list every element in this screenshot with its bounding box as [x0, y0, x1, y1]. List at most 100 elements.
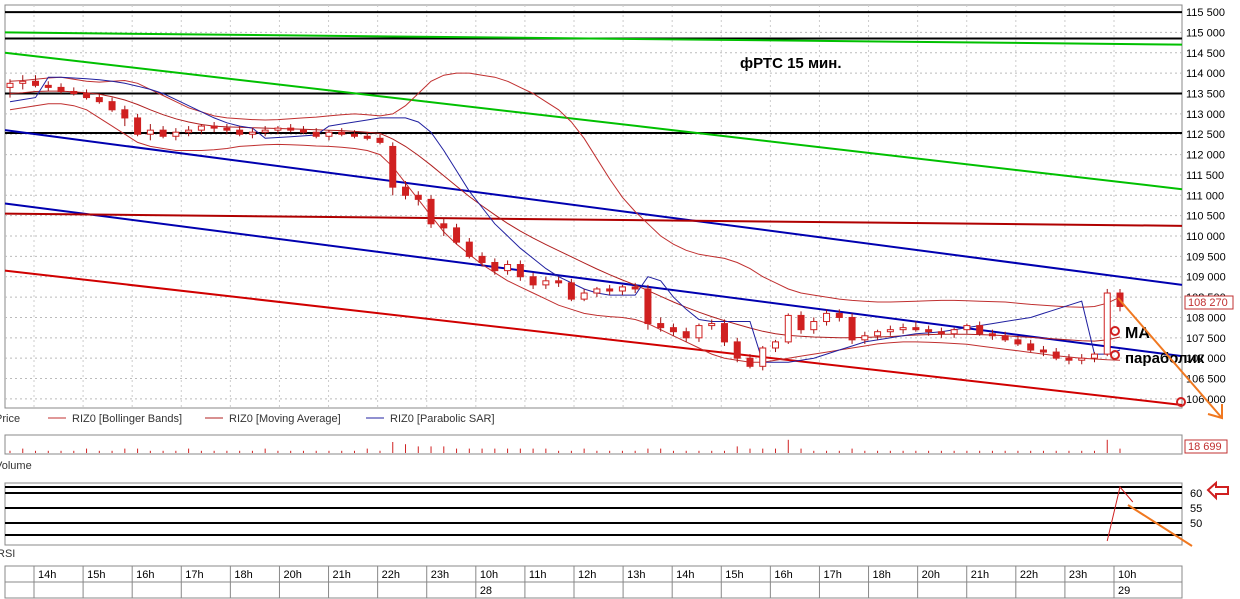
rsi-y-tick-label: 55 — [1190, 503, 1202, 515]
candle-body — [695, 325, 703, 339]
candle-body — [529, 276, 537, 286]
volume-value-label: 18 699 — [1188, 441, 1222, 453]
legend-price: Price — [0, 413, 20, 425]
x-tick-label: 10h — [480, 569, 498, 581]
volume-bars — [9, 439, 1121, 453]
x-tick-label: 18h — [234, 569, 252, 581]
x-tick-label: 17h — [185, 569, 203, 581]
candle-body — [236, 129, 244, 135]
candle-body — [1052, 351, 1060, 359]
candle-body — [542, 280, 550, 286]
bollinger-upper-band — [9, 72, 1121, 308]
x-tick-label: 23h — [431, 569, 449, 581]
candle-body — [223, 127, 231, 131]
volume-pane-frame — [4, 434, 1183, 455]
moving-average-line — [9, 90, 1121, 342]
candle-body — [108, 101, 116, 111]
candle-body — [427, 198, 435, 225]
price-y-tick-label: 111 000 — [1186, 190, 1224, 202]
price-y-tick-label: 113 500 — [1186, 89, 1225, 101]
parabolic-sar-line — [9, 76, 1121, 363]
x-tick-label: 21h — [971, 569, 989, 581]
candle-body — [134, 117, 142, 135]
x-tick-label: 16h — [136, 569, 154, 581]
trend-line — [4, 31, 1183, 46]
candle-body — [312, 131, 320, 137]
legend-parabolic-sar: RIZ0 [Parabolic SAR] — [390, 413, 495, 425]
candle-body — [937, 331, 945, 335]
price-y-tick-label: 112 500 — [1186, 129, 1225, 141]
annotation-ma: MA — [1125, 325, 1150, 342]
candle-body — [6, 82, 14, 88]
candle-body — [478, 255, 486, 263]
trend-lines — [4, 31, 1183, 406]
candle-body — [810, 321, 818, 331]
rsi-y-tick-label: 50 — [1190, 518, 1202, 530]
candle-body — [197, 125, 205, 131]
candle-body — [657, 323, 665, 329]
rsi-series — [1106, 485, 1134, 542]
candle-body — [733, 341, 741, 359]
candle-body — [682, 331, 690, 339]
x-tick-label: 14h — [676, 569, 694, 581]
candle-body — [669, 327, 677, 333]
candle-body — [1090, 353, 1098, 359]
rsi-arrow-icon — [1206, 480, 1229, 501]
candle-body — [338, 131, 346, 135]
x-date-label: 29 — [1118, 585, 1130, 597]
forecast-arrow-rsi — [1127, 504, 1193, 547]
price-indicators — [9, 72, 1121, 363]
candle-body — [504, 264, 512, 272]
candle-body — [988, 333, 996, 337]
candle-body — [274, 127, 282, 131]
candle-body — [146, 129, 154, 135]
candle-body — [708, 323, 716, 327]
candle-body — [631, 286, 639, 290]
candle-body — [159, 129, 167, 137]
candle-body — [1001, 335, 1009, 341]
x-tick-label: 17h — [823, 569, 841, 581]
candle-body — [325, 131, 333, 137]
volume-value-tag — [1184, 439, 1228, 454]
x-tick-label: 16h — [774, 569, 792, 581]
price-y-tick-label: 107 000 — [1186, 353, 1226, 365]
candle-body — [1103, 292, 1111, 355]
candle-body — [618, 286, 626, 292]
x-tick-label: 22h — [1020, 569, 1038, 581]
candle-body — [835, 312, 843, 318]
candle-body — [491, 261, 499, 272]
trend-line — [4, 269, 1183, 406]
chart-title: фРТС 15 мин. — [740, 55, 842, 72]
x-tick-label: 15h — [725, 569, 743, 581]
x-tick-label: 21h — [333, 569, 351, 581]
candle-body — [874, 331, 882, 337]
x-tick-label: 10h — [1118, 569, 1136, 581]
trend-line — [4, 51, 1183, 191]
trend-end-marker — [1176, 397, 1186, 407]
rsi-pane-label: RSI — [0, 548, 15, 560]
candle-body — [899, 327, 907, 331]
sar-marker — [1110, 350, 1120, 360]
candle-body — [95, 97, 103, 103]
candle-body — [465, 241, 473, 257]
candle-body — [414, 194, 422, 200]
candle-body — [720, 323, 728, 343]
candle-body — [350, 133, 358, 137]
candle-body — [1014, 339, 1022, 345]
candle-body — [772, 341, 780, 349]
last-price-label: 108 270 — [1188, 297, 1228, 309]
candle-body — [593, 288, 601, 294]
ma-marker — [1110, 326, 1120, 336]
candle-body — [402, 186, 410, 196]
forecast-arrow-price — [1117, 297, 1223, 419]
candle-body — [567, 282, 575, 300]
candle-body — [848, 316, 856, 341]
candle-body — [210, 125, 218, 129]
x-tick-label: 11h — [529, 569, 547, 581]
price-y-tick-label: 112 000 — [1186, 150, 1225, 162]
candle-body — [261, 129, 269, 133]
price-grid — [5, 5, 1182, 408]
price-pane-frame — [4, 4, 1183, 409]
price-y-tick-label: 109 500 — [1186, 251, 1226, 263]
